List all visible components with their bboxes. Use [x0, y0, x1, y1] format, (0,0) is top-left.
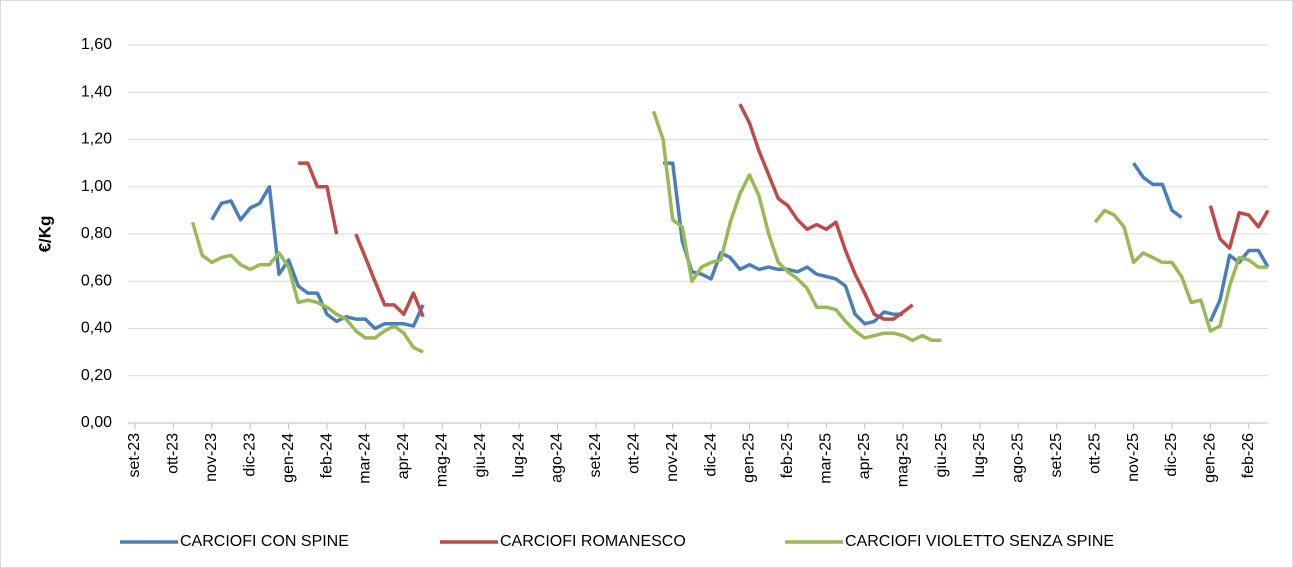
x-tick-label: feb-24: [318, 433, 335, 478]
x-tick-label: set-23: [126, 433, 143, 478]
y-tick-label: 1,40: [81, 83, 112, 100]
x-tick-label: apr-24: [395, 433, 412, 479]
y-tick-label: 0,60: [81, 272, 112, 289]
x-tick-label: set-25: [1048, 433, 1065, 478]
x-tick-label: gen-25: [741, 433, 758, 483]
x-tick-label: dic-25: [1163, 433, 1180, 477]
x-tick-label: lug-25: [971, 433, 988, 478]
series-line: [298, 103, 1270, 321]
y-tick-label: 1,60: [81, 36, 112, 53]
x-tick-label: apr-25: [856, 433, 873, 479]
x-tick-label: gen-26: [1202, 433, 1219, 483]
x-tick-label: feb-26: [1240, 433, 1257, 478]
y-tick-label: 0,80: [81, 225, 112, 242]
x-tick-label: nov-25: [1125, 433, 1142, 482]
x-tick-label: dic-23: [241, 433, 258, 477]
y-tick-label: 1,20: [81, 131, 112, 148]
legend-label: CARCIOFI VIOLETTO SENZA SPINE: [845, 533, 1114, 550]
y-axis-title: €/Kg: [35, 216, 54, 253]
x-tick-label: mag-25: [894, 433, 911, 487]
x-tick-label: mar-24: [357, 433, 374, 484]
y-tick-label: 0,20: [81, 367, 112, 384]
x-tick-label: mar-25: [818, 433, 835, 484]
x-tick-label: dic-24: [702, 433, 719, 477]
x-tick-label: ott-25: [1086, 433, 1103, 474]
legend-label: CARCIOFI ROMANESCO: [500, 533, 686, 550]
x-tick-label: nov-24: [664, 433, 681, 482]
x-tick-label: ott-23: [165, 433, 182, 474]
y-tick-label: 1,00: [81, 178, 112, 195]
y-tick-label: 0,40: [81, 320, 112, 337]
x-tick-label: ago-25: [1010, 433, 1027, 483]
x-tick-label: lug-24: [510, 433, 527, 478]
x-tick-label: giu-24: [472, 433, 489, 478]
x-tick-label: nov-23: [203, 433, 220, 482]
x-tick-label: ago-24: [549, 433, 566, 483]
legend-label: CARCIOFI CON SPINE: [180, 533, 349, 550]
y-tick-label: 0,00: [81, 414, 112, 431]
x-tick-label: set-24: [587, 433, 604, 478]
series-line: [190, 110, 1268, 354]
x-tick-label: giu-25: [933, 433, 950, 478]
x-tick-label: mag-24: [433, 433, 450, 487]
x-tick-label: ott-24: [626, 433, 643, 474]
x-tick-label: gen-24: [280, 433, 297, 483]
x-tick-label: feb-25: [779, 433, 796, 478]
